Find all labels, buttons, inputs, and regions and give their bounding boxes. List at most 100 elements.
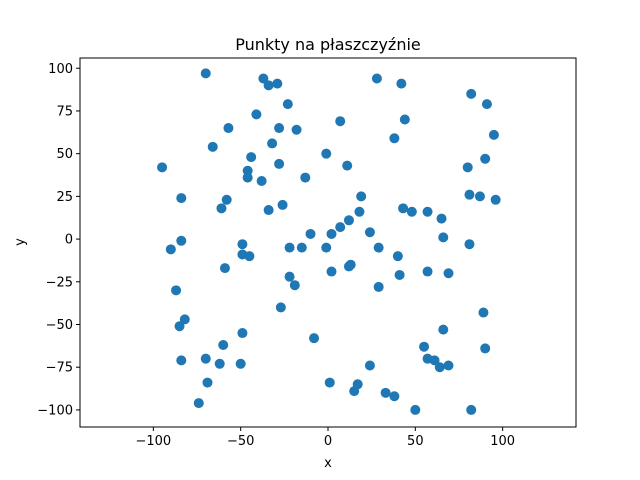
data-point [398,203,409,214]
y-tick-label: −25 [46,275,73,290]
plot-area [80,58,576,427]
x-tick-label: 50 [407,434,424,449]
data-point [371,73,382,84]
data-point [291,124,302,135]
data-point [354,206,365,217]
y-axis-label: y [13,238,28,246]
data-point [396,78,407,89]
data-point [335,222,346,233]
data-point [436,213,447,224]
data-point [289,280,300,291]
data-point [235,358,246,369]
data-point [438,324,449,335]
data-point [324,377,335,388]
data-point [200,68,211,79]
data-point [326,266,337,277]
x-tick-label: −50 [227,434,254,449]
y-tick-label: 100 [48,62,73,77]
data-point [464,189,475,200]
data-point [275,302,286,313]
data-point [480,153,491,164]
data-point [246,152,257,163]
data-point [464,239,475,250]
data-point [335,116,346,127]
data-point [309,333,320,344]
data-point [202,377,213,388]
data-point [277,199,288,210]
data-point [422,206,433,217]
x-axis-label: x [324,456,332,471]
data-point [392,251,403,262]
x-axis-ticks: −100 −50 0 50 100 [135,427,515,449]
data-point [349,386,360,397]
data-point [343,215,354,226]
data-point [462,162,473,173]
data-point [356,191,367,202]
data-point [157,162,168,173]
data-point [207,141,218,152]
y-axis-ticks: −100 −75 −50 −25 0 25 50 75 100 [37,62,80,418]
data-point [394,269,405,280]
data-point [216,203,227,214]
data-point [429,355,440,366]
data-point [474,191,485,202]
data-point [373,281,384,292]
data-point [176,235,187,246]
data-point [218,340,229,350]
data-point [237,328,248,339]
data-point [321,242,332,253]
data-point [176,193,187,204]
data-point [389,391,400,402]
data-point [223,123,234,134]
y-tick-label: −50 [46,318,73,333]
data-point [364,227,375,238]
data-point [481,99,492,110]
data-point [193,398,204,409]
data-point [284,242,295,253]
data-point [296,242,307,253]
x-tick-label: 0 [324,434,332,449]
y-tick-label: 50 [56,147,73,162]
data-point [466,88,477,99]
data-point [274,158,285,169]
chart-title: Punkty na płaszczyźnie [235,35,421,54]
data-point [284,271,295,282]
data-point [258,73,269,84]
data-point [267,138,278,149]
data-point [174,321,185,332]
data-point [488,129,499,140]
y-tick-label: 25 [56,190,73,205]
data-point [373,242,384,253]
data-point [214,358,225,369]
data-point [343,261,354,272]
y-tick-label: −75 [46,361,73,376]
data-point [419,341,430,352]
data-point [443,268,454,279]
data-point [443,360,454,371]
data-point [380,387,391,398]
data-point [263,205,274,216]
y-tick-label: 75 [56,104,73,119]
data-point [321,148,332,159]
x-tick-label: 100 [490,434,515,449]
data-point [282,99,293,110]
data-point [176,355,187,366]
data-point [399,114,410,125]
data-point [165,244,176,255]
data-point [200,353,211,364]
data-point [263,80,274,91]
plot-frame [79,57,577,428]
data-point [480,343,491,354]
data-point [478,307,489,318]
data-point [305,228,316,239]
data-point [434,362,445,373]
data-point [466,404,477,415]
data-point [242,165,253,176]
data-point [171,285,182,296]
data-point [438,232,449,243]
data-point [221,194,232,205]
x-tick-label: −100 [135,434,171,449]
data-point [326,228,337,239]
data-point [342,160,353,171]
data-point [179,314,190,325]
